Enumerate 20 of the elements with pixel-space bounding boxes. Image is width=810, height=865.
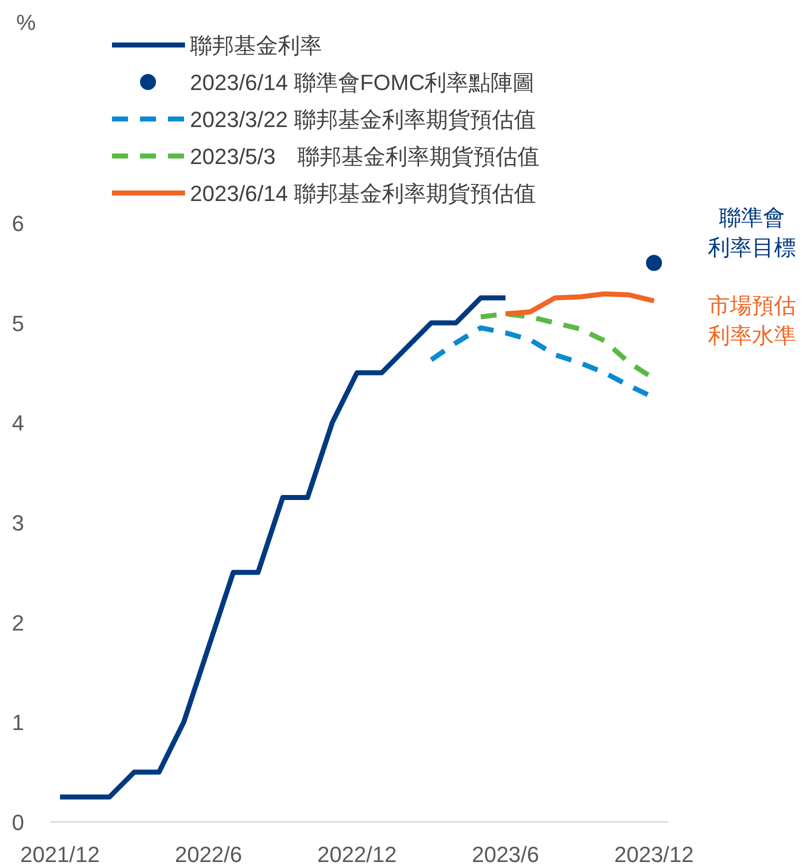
legend-label: 2023/3/22 聯邦基金利率期貨預估值 [190, 107, 536, 132]
text: % [16, 10, 36, 35]
annotation: 市場預估利率水準 [708, 292, 796, 348]
x-tick-label: 2023/12 [614, 842, 694, 865]
legend-label: 2023/5/3 聯邦基金利率期貨預估值 [190, 144, 540, 169]
y-tick-label: 1 [12, 710, 24, 736]
legend-label: 聯邦基金利率 [190, 33, 322, 58]
y-tick-label: 0 [12, 810, 24, 835]
legend-label: 2023/6/14 聯準會FOMC利率點陣圖 [190, 70, 535, 95]
annotation: 聯準會利率目標 [708, 204, 796, 260]
y-tick-label: 2 [12, 610, 24, 636]
y-tick-label: 4 [12, 410, 24, 436]
y-tick-label: 3 [12, 510, 24, 536]
y-tick-label: 5 [12, 310, 24, 336]
x-tick-label: 2022/12 [317, 842, 397, 865]
y-tick-label: 6 [12, 211, 24, 236]
x-tick-label: 2023/6 [472, 842, 540, 865]
legend-label: 2023/6/14 聯邦基金利率期貨預估值 [190, 181, 536, 206]
x-tick-label: 2021/12 [20, 842, 100, 865]
x-tick-label: 2022/6 [174, 842, 242, 865]
